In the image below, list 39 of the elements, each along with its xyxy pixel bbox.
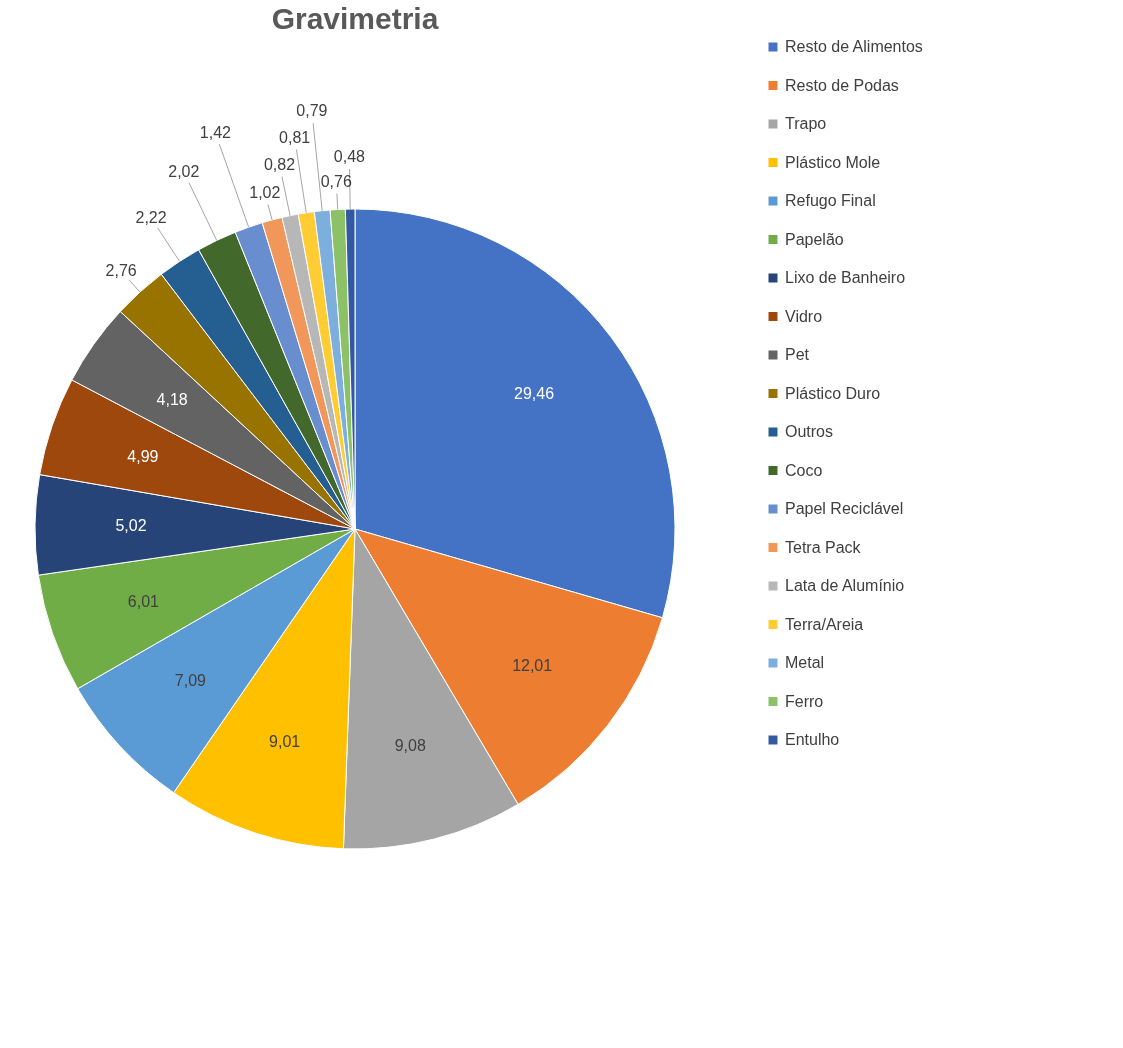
data-label: 5,02 xyxy=(115,517,147,535)
data-label: 0,79 xyxy=(296,102,328,120)
legend-label: Lixo de Banheiro xyxy=(785,269,906,286)
legend-label: Refugo Final xyxy=(785,192,876,209)
legend-label: Terra/Areia xyxy=(785,615,864,633)
data-label: 7,09 xyxy=(174,671,207,689)
legend-label: Trapo xyxy=(785,115,827,132)
data-label: 2,76 xyxy=(105,262,137,280)
legend-label: Pet xyxy=(785,346,810,363)
legend-label: Vidro xyxy=(785,307,823,325)
chart-title: Gravimetria xyxy=(271,2,439,35)
data-label: 4,18 xyxy=(156,390,188,408)
legend-label: Papelão xyxy=(785,230,844,248)
data-label: 2,02 xyxy=(168,162,200,180)
legend-label: Outros xyxy=(785,423,834,440)
data-label: 0,81 xyxy=(279,128,311,146)
data-label: 9,01 xyxy=(269,732,301,750)
legend-label: Resto de Alimentos xyxy=(785,38,923,55)
data-label: 0,76 xyxy=(320,172,352,190)
data-label: 1,02 xyxy=(249,183,281,201)
legend-label: Papel Reciclável xyxy=(785,500,904,517)
legend-label: Resto de Podas xyxy=(785,76,899,94)
legend-label: Tetra Pack xyxy=(785,538,862,556)
data-label: 12,01 xyxy=(512,657,553,675)
legend-label: Coco xyxy=(785,461,823,479)
data-label: 0,48 xyxy=(333,148,366,166)
legend-label: Plástico Duro xyxy=(785,384,881,402)
data-label: 0,82 xyxy=(263,155,296,173)
legend-label: Plástico Mole xyxy=(785,153,881,171)
data-label: 9,08 xyxy=(394,737,426,755)
data-label: 29,46 xyxy=(514,385,555,403)
legend-label: Metal xyxy=(785,654,825,671)
data-label: 4,99 xyxy=(127,447,159,465)
legend-label: Entulho xyxy=(785,731,840,748)
data-label: 2,22 xyxy=(135,208,167,226)
data-label: 6,01 xyxy=(127,593,160,611)
legend-label: Ferro xyxy=(785,692,824,710)
data-label: 1,42 xyxy=(199,123,232,141)
legend-label: Lata de Alumínio xyxy=(785,577,905,594)
